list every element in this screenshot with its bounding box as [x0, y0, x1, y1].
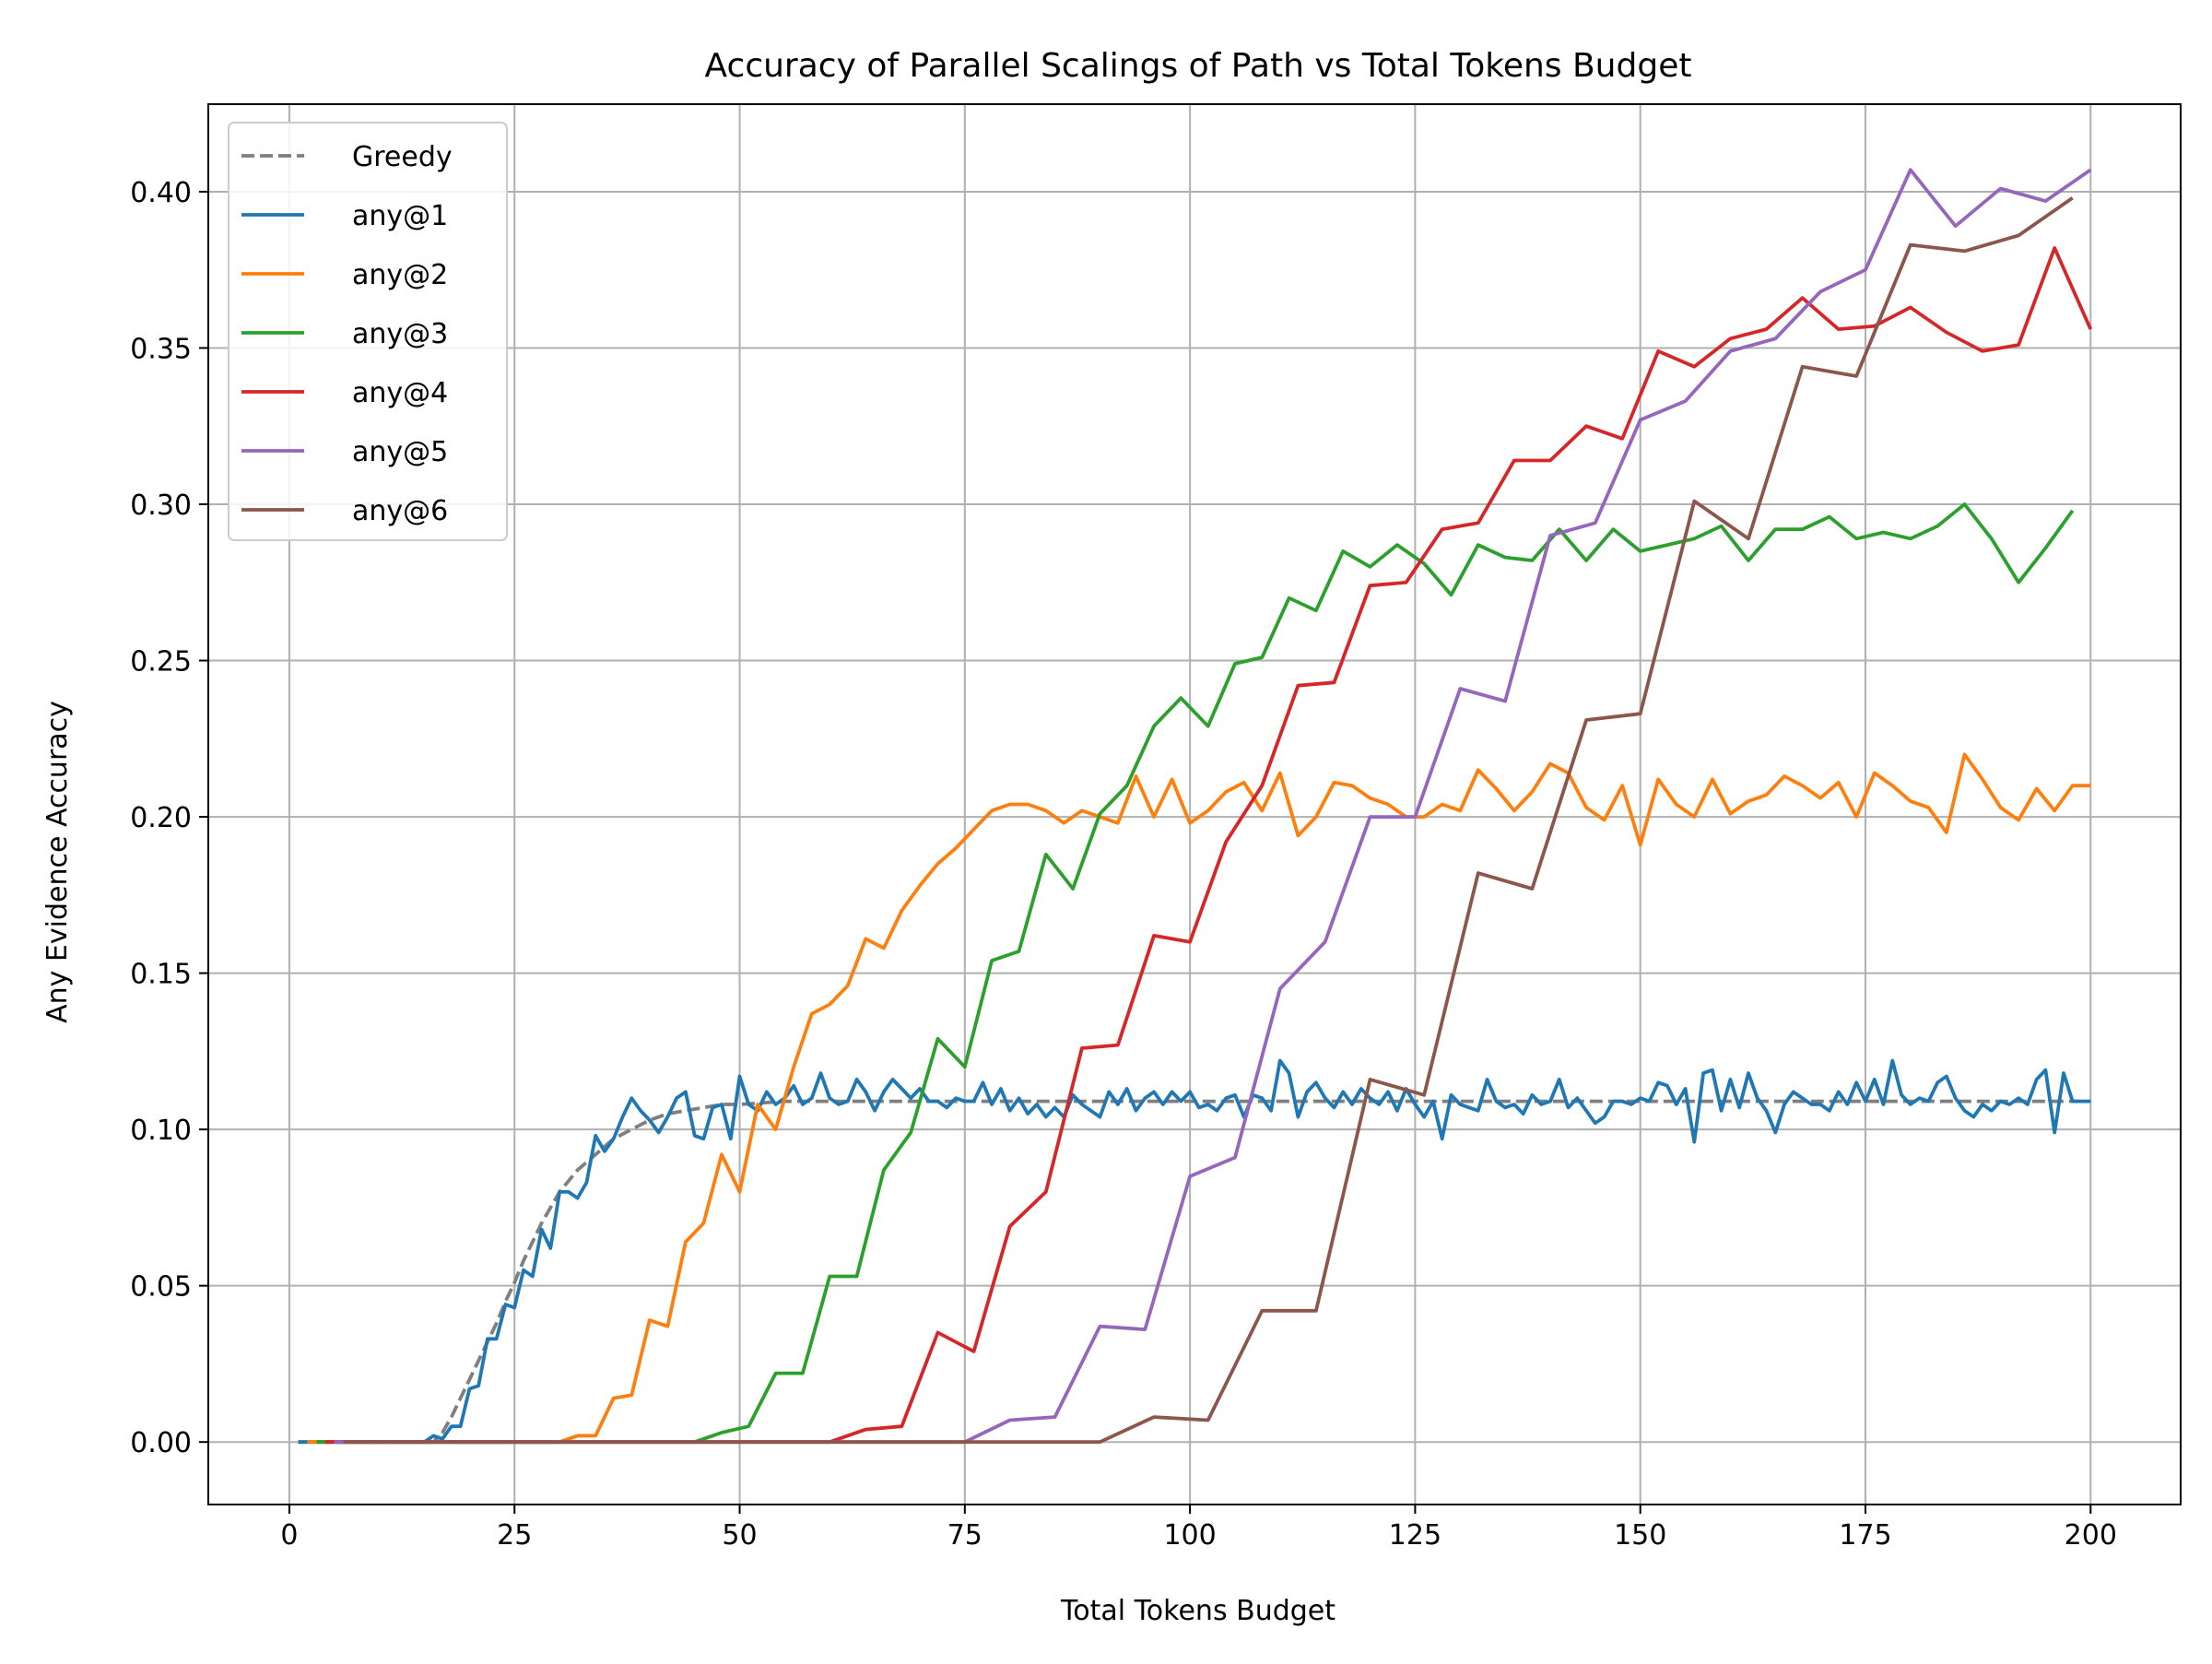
- x-axis-label: Total Tokens Budget: [1060, 1595, 1335, 1627]
- legend-label: any@4: [352, 377, 448, 409]
- y-axis-label: Any Evidence Accuracy: [41, 701, 74, 1023]
- y-tick-label: 0.30: [130, 490, 192, 522]
- series-line-any-4: [325, 246, 2093, 1445]
- series-line-greedy: [298, 1099, 2091, 1445]
- legend-box: [228, 122, 508, 541]
- y-tick-label: 0.15: [130, 959, 192, 991]
- y-tick-label: 0.35: [130, 333, 192, 365]
- chart-title: Accuracy of Parallel Scalings of Path vs…: [705, 47, 1692, 85]
- legend-label: Greedy: [352, 141, 453, 173]
- y-tick-label: 0.00: [130, 1427, 192, 1459]
- series-line-any-2: [307, 752, 2091, 1445]
- plot-series: [298, 168, 2093, 1445]
- x-tick-label: 0: [280, 1519, 298, 1552]
- x-tick-label: 175: [1839, 1519, 1891, 1552]
- series-line-any-3: [316, 502, 2075, 1445]
- legend-label: any@3: [352, 318, 448, 350]
- x-tick-label: 25: [497, 1519, 532, 1552]
- legend-label: any@2: [352, 259, 448, 291]
- plot-frame: [207, 103, 2182, 1505]
- y-axis-ticks: 0.00 0.05 0.10 0.15 0.20 0.25 0.30 0.35 0.40: [130, 177, 208, 1459]
- y-tick-label: 0.20: [130, 802, 192, 834]
- x-tick-label: 200: [2065, 1519, 2117, 1552]
- legend-label: any@5: [352, 436, 448, 468]
- x-tick-label: 75: [947, 1519, 982, 1552]
- x-tick-label: 125: [1389, 1519, 1441, 1552]
- y-tick-label: 0.05: [130, 1271, 192, 1304]
- grid-lines: [208, 104, 2181, 1505]
- x-axis-ticks: 0 25 50 75 100 125 150 175 200: [280, 1505, 2117, 1552]
- legend: Greedy any@1 any@2 any@3 any@4 any@5 any@6: [228, 122, 508, 541]
- y-tick-label: 0.40: [130, 177, 192, 209]
- series-line-any-6: [343, 196, 2074, 1445]
- series-line-any-5: [334, 168, 2092, 1445]
- legend-label: any@6: [352, 495, 448, 527]
- legend-label: any@1: [352, 200, 448, 232]
- y-tick-label: 0.10: [130, 1115, 192, 1147]
- x-tick-label: 100: [1163, 1519, 1216, 1552]
- x-tick-label: 150: [1614, 1519, 1666, 1552]
- x-tick-label: 50: [722, 1519, 757, 1552]
- y-tick-label: 0.25: [130, 646, 192, 679]
